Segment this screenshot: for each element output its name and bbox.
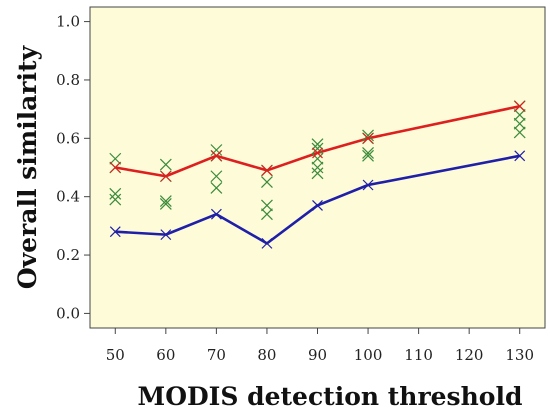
scatter-point xyxy=(159,158,172,171)
x-tick-label: 100 xyxy=(354,346,383,364)
scatter-point xyxy=(210,144,223,156)
y-tick-label: 0.8 xyxy=(56,71,80,89)
scatter-point xyxy=(159,195,172,207)
series-point-1 xyxy=(514,100,526,112)
y-tick-label: 0.6 xyxy=(56,129,80,147)
scatter-point xyxy=(210,182,223,194)
scatter-point xyxy=(311,167,324,180)
series-point-1 xyxy=(210,150,222,162)
y-tick-label: 0.2 xyxy=(56,246,80,264)
scatter-point xyxy=(261,176,273,189)
scatter-point xyxy=(261,199,273,212)
x-tick-label: 110 xyxy=(404,346,433,364)
y-tick-label: 0.0 xyxy=(56,304,80,322)
series-point-1 xyxy=(362,132,374,144)
x-tick-label: 60 xyxy=(156,346,175,364)
x-axis-title: MODIS detection threshold xyxy=(138,382,523,411)
x-tick-label: 80 xyxy=(257,346,276,364)
x-tick-label: 90 xyxy=(308,346,327,364)
scatter-point xyxy=(513,117,526,130)
scatter-point xyxy=(210,170,223,183)
y-axis-title: Overall similarity xyxy=(13,44,42,289)
scatter-point xyxy=(109,152,122,165)
scatter-point xyxy=(362,149,374,162)
scatter-point xyxy=(311,161,324,174)
scatter-point xyxy=(513,109,526,121)
series-point-2 xyxy=(109,226,121,238)
series-point-2 xyxy=(261,237,273,249)
scatter-point xyxy=(513,126,526,139)
scatter-point xyxy=(362,146,374,159)
scatter-point xyxy=(311,152,324,165)
series-point-2 xyxy=(312,200,323,211)
series-point-1 xyxy=(160,170,172,182)
series-point-1 xyxy=(261,164,273,176)
series-markers xyxy=(109,100,526,249)
series-point-1 xyxy=(312,147,323,159)
scatter-point xyxy=(261,208,273,221)
series-point-2 xyxy=(210,208,222,220)
series-point-2 xyxy=(362,179,374,191)
axis-ticks: 50 60 70 80 90 100 110 120 130 0.0 0.2 0.4 0.6 0.8 1.0 xyxy=(56,13,534,364)
x-tick-label: 50 xyxy=(106,346,125,364)
scatter-point xyxy=(109,187,122,200)
series-point-1 xyxy=(109,162,121,173)
scatter-point xyxy=(362,129,374,142)
x-tick-label: 130 xyxy=(505,346,534,364)
scatter-point xyxy=(311,142,324,155)
x-tick-label: 70 xyxy=(207,346,226,364)
series-point-2 xyxy=(514,150,526,162)
y-tick-label: 0.4 xyxy=(56,188,80,206)
y-tick-label: 1.0 xyxy=(56,13,80,31)
scatter-point xyxy=(109,193,122,206)
x-tick-label: 120 xyxy=(455,346,484,364)
series-point-2 xyxy=(160,229,172,241)
scatter-points xyxy=(109,100,526,221)
scatter-point xyxy=(159,198,172,210)
scatter-point xyxy=(311,138,324,151)
